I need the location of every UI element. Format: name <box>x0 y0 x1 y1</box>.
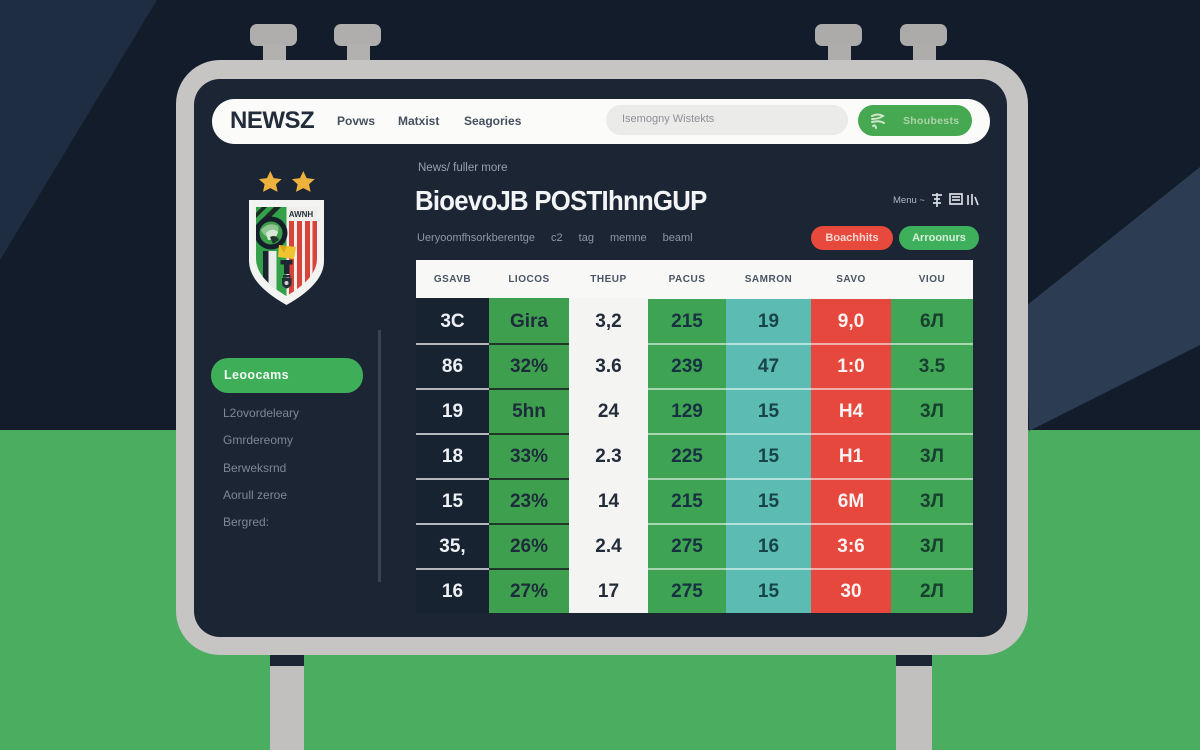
svg-text:AWNH: AWNH <box>289 210 314 219</box>
